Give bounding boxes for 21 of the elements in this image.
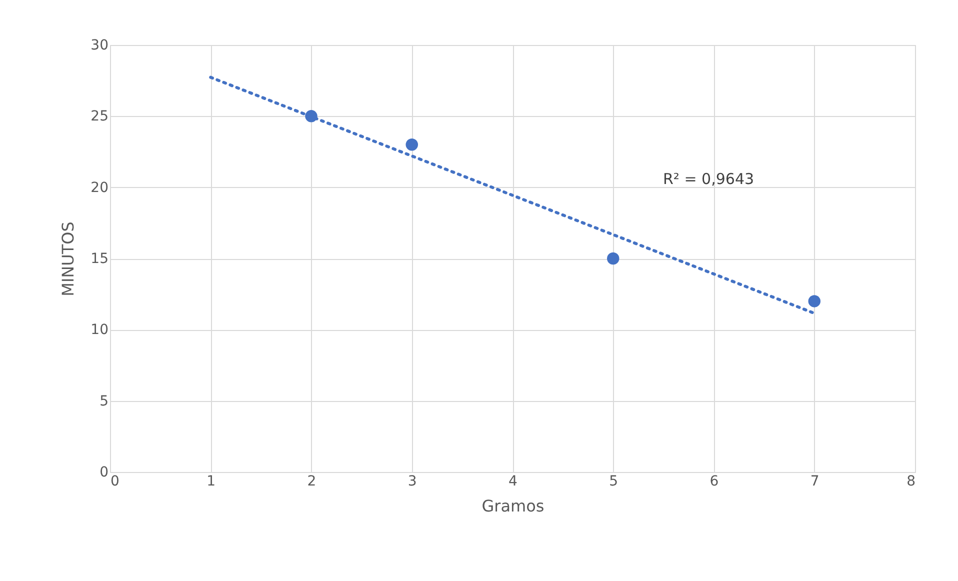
y-tick-label: 25 bbox=[90, 108, 108, 125]
y-axis-title: MINUTOS bbox=[58, 222, 78, 296]
x-tick-label: 7 bbox=[810, 474, 820, 490]
x-tick-label: 2 bbox=[307, 474, 316, 490]
x-tick-label: 8 bbox=[906, 474, 916, 490]
x-tick-label: 4 bbox=[508, 474, 518, 490]
y-tick-label: 20 bbox=[90, 180, 108, 196]
point bbox=[406, 138, 418, 151]
x-tick-label: 0 bbox=[110, 474, 120, 490]
y-tick-label: 10 bbox=[90, 322, 108, 338]
x-tick-label: 3 bbox=[408, 474, 417, 490]
x-axis-title: Gramos bbox=[482, 496, 544, 516]
y-tick-label: 30 bbox=[90, 38, 108, 54]
x-tick-label: 6 bbox=[710, 474, 719, 490]
y-tick-label: 15 bbox=[90, 251, 108, 267]
point bbox=[808, 295, 820, 308]
annotation: R² = 0,9643 bbox=[663, 170, 754, 188]
x-tick-label: 5 bbox=[609, 474, 618, 490]
x-tick-label: 1 bbox=[206, 474, 216, 490]
y-tick-label: 5 bbox=[100, 393, 108, 410]
point bbox=[607, 252, 620, 265]
